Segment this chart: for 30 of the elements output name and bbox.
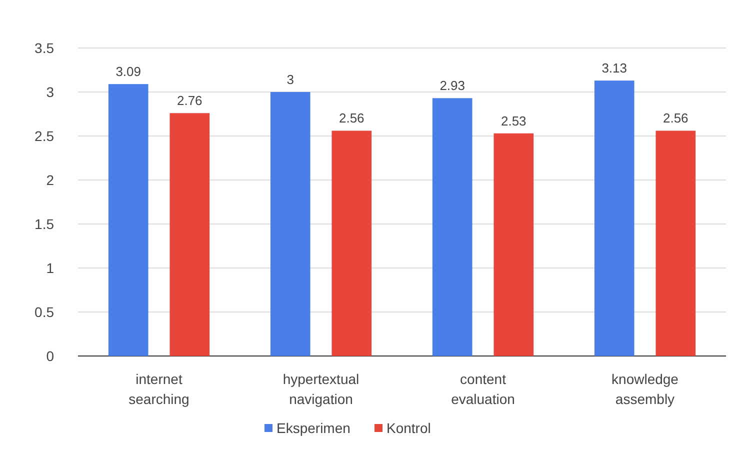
y-tick-label: 0	[46, 348, 54, 364]
bar	[594, 80, 634, 356]
x-tick-label: knowledge assembly	[612, 371, 679, 407]
legend-label: Kontrol	[386, 420, 431, 436]
y-tick-label: 1.5	[34, 216, 54, 232]
x-tick-label: hypertextual navigation	[282, 371, 360, 407]
bar	[270, 92, 310, 356]
data-label: 3	[286, 72, 294, 87]
data-label: 3.09	[116, 64, 142, 80]
data-label: 3.13	[602, 60, 628, 76]
bar	[170, 113, 210, 356]
bar	[108, 84, 148, 356]
data-label: 2.56	[338, 110, 364, 126]
data-label: 2.53	[500, 113, 526, 128]
bar	[332, 130, 372, 356]
y-tick-label: 3.5	[34, 40, 54, 56]
data-label: 2.56	[662, 110, 688, 126]
y-tick-label: 0.5	[34, 304, 54, 320]
y-tick-label: 3	[46, 84, 54, 100]
data-label: 2.93	[440, 78, 466, 94]
y-tick-label: 1	[46, 260, 54, 276]
y-tick-label: 2	[46, 172, 54, 188]
x-tick-label: internet searching	[128, 371, 190, 407]
x-tick-label: content evaluation	[451, 371, 515, 407]
bar	[656, 130, 696, 356]
bar	[494, 133, 534, 356]
y-tick-label: 2.5	[34, 128, 54, 144]
bar	[432, 98, 472, 356]
legend-label: Eksperimen	[276, 420, 350, 436]
data-label: 2.76	[176, 93, 202, 108]
